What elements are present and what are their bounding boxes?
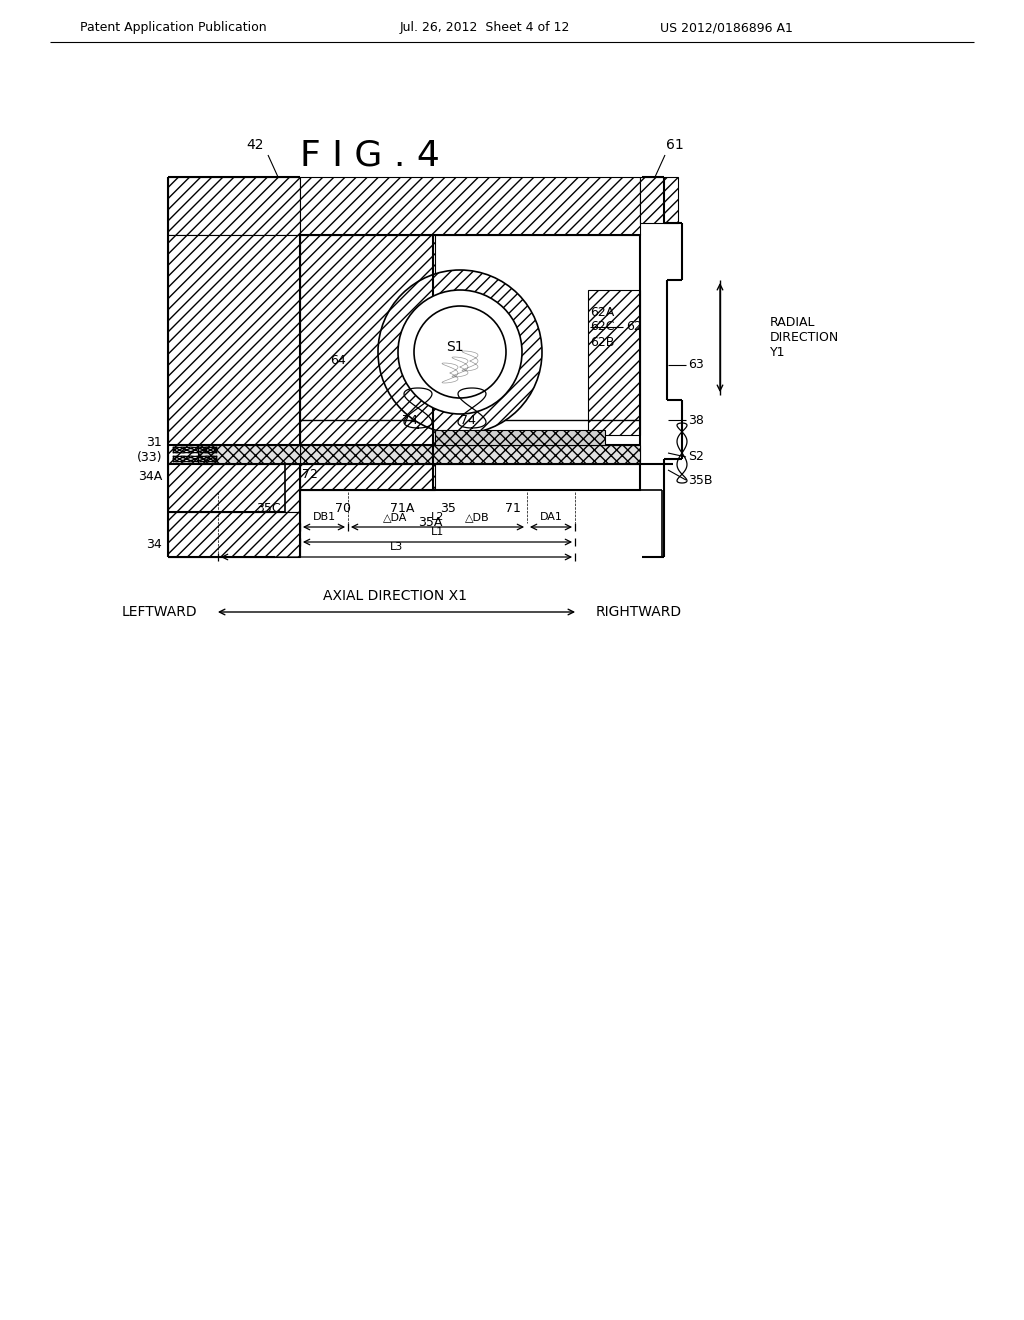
Bar bbox=[640, 177, 678, 223]
Text: LEFTWARD: LEFTWARD bbox=[122, 605, 197, 619]
Text: 71: 71 bbox=[505, 502, 521, 515]
Bar bbox=[168, 177, 300, 235]
Text: L2: L2 bbox=[431, 512, 444, 521]
Text: 35B: 35B bbox=[688, 474, 713, 487]
Bar bbox=[300, 445, 640, 465]
Text: 35C: 35C bbox=[256, 502, 281, 515]
Bar bbox=[198, 445, 300, 465]
Bar bbox=[168, 512, 300, 557]
Circle shape bbox=[414, 306, 506, 399]
Text: S2: S2 bbox=[688, 450, 703, 463]
Text: RADIAL
DIRECTION
Y1: RADIAL DIRECTION Y1 bbox=[770, 315, 840, 359]
Text: F I G . 4: F I G . 4 bbox=[300, 139, 440, 172]
Text: DB1: DB1 bbox=[312, 512, 336, 521]
Bar bbox=[435, 430, 605, 445]
Text: 34: 34 bbox=[146, 539, 162, 552]
Text: DA1: DA1 bbox=[540, 512, 562, 521]
Text: 63: 63 bbox=[688, 359, 703, 371]
Text: Patent Application Publication: Patent Application Publication bbox=[80, 21, 266, 34]
Text: △DA: △DA bbox=[383, 512, 407, 521]
Text: 74: 74 bbox=[460, 413, 476, 426]
Bar bbox=[300, 177, 640, 235]
Text: 42: 42 bbox=[246, 139, 264, 152]
Text: S1: S1 bbox=[446, 341, 464, 354]
Text: 72: 72 bbox=[302, 467, 317, 480]
Text: US 2012/0186896 A1: US 2012/0186896 A1 bbox=[660, 21, 793, 34]
Text: 61: 61 bbox=[667, 139, 684, 152]
Text: 62C: 62C bbox=[590, 321, 614, 334]
Text: RIGHTWARD: RIGHTWARD bbox=[596, 605, 682, 619]
Bar bbox=[300, 235, 435, 490]
Text: 62B: 62B bbox=[590, 335, 614, 348]
Text: 70: 70 bbox=[335, 502, 351, 515]
Bar bbox=[300, 235, 640, 490]
Text: △DB: △DB bbox=[465, 512, 489, 521]
Text: 34A: 34A bbox=[138, 470, 162, 483]
Text: 35A: 35A bbox=[418, 516, 442, 528]
Text: L3: L3 bbox=[390, 543, 403, 552]
Circle shape bbox=[378, 271, 542, 434]
Text: 71A: 71A bbox=[390, 502, 414, 515]
Text: Jul. 26, 2012  Sheet 4 of 12: Jul. 26, 2012 Sheet 4 of 12 bbox=[400, 21, 570, 34]
Text: L1: L1 bbox=[431, 527, 444, 537]
Text: 62: 62 bbox=[626, 321, 642, 334]
Text: 62A: 62A bbox=[590, 305, 614, 318]
Bar bbox=[588, 290, 640, 436]
Bar bbox=[168, 235, 300, 512]
Circle shape bbox=[398, 290, 522, 414]
Text: 64: 64 bbox=[330, 354, 346, 367]
Text: AXIAL DIRECTION X1: AXIAL DIRECTION X1 bbox=[323, 589, 467, 603]
Text: 31: 31 bbox=[146, 437, 162, 450]
Text: 35: 35 bbox=[440, 502, 456, 515]
Text: 74: 74 bbox=[402, 413, 418, 426]
Text: 38: 38 bbox=[688, 413, 703, 426]
Text: (33): (33) bbox=[136, 451, 162, 465]
